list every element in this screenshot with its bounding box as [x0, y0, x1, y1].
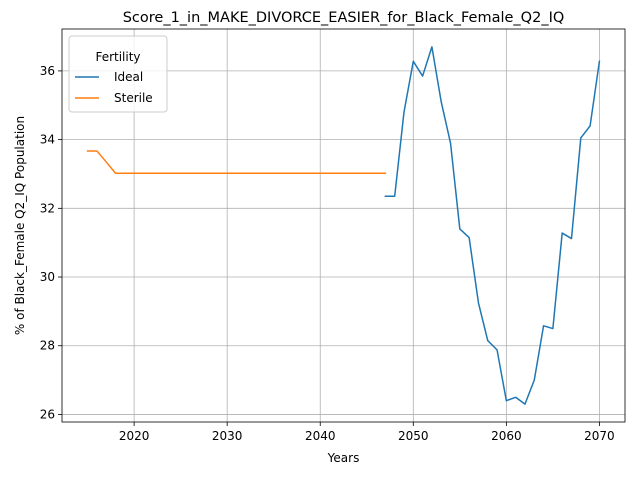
y-tick-label: 28 [40, 339, 55, 353]
legend-label-ideal: Ideal [114, 70, 143, 84]
legend-box [68, 35, 168, 113]
x-tick-label: 2020 [119, 429, 150, 443]
x-axis-ticks: 2020 2030 2040 2050 2060 2070 [119, 422, 615, 443]
x-tick-label: 2050 [398, 429, 429, 443]
y-axis-label: % of Black_Female Q2_IQ Population [13, 116, 27, 335]
y-tick-label: 26 [40, 407, 55, 421]
x-tick-label: 2040 [305, 429, 336, 443]
y-axis-ticks: 26 28 30 32 34 36 [40, 64, 62, 421]
y-tick-label: 30 [40, 270, 55, 284]
x-tick-label: 2030 [212, 429, 243, 443]
series-line-sterile [86, 150, 387, 175]
x-axis-label: Years [327, 451, 360, 465]
legend: Fertility Ideal Sterile [68, 35, 168, 113]
y-tick-label: 34 [40, 133, 55, 147]
x-tick-label: 2060 [491, 429, 522, 443]
series-line-ideal [384, 46, 601, 405]
series-lines [86, 46, 601, 405]
chart-title: Score_1_in_MAKE_DIVORCE_EASIER_for_Black… [123, 10, 565, 26]
legend-title: Fertility [95, 50, 140, 64]
x-tick-label: 2070 [584, 429, 615, 443]
y-tick-label: 32 [40, 201, 55, 215]
y-tick-label: 36 [40, 64, 55, 78]
plot-area-frame [61, 28, 626, 423]
legend-label-sterile: Sterile [114, 91, 153, 105]
